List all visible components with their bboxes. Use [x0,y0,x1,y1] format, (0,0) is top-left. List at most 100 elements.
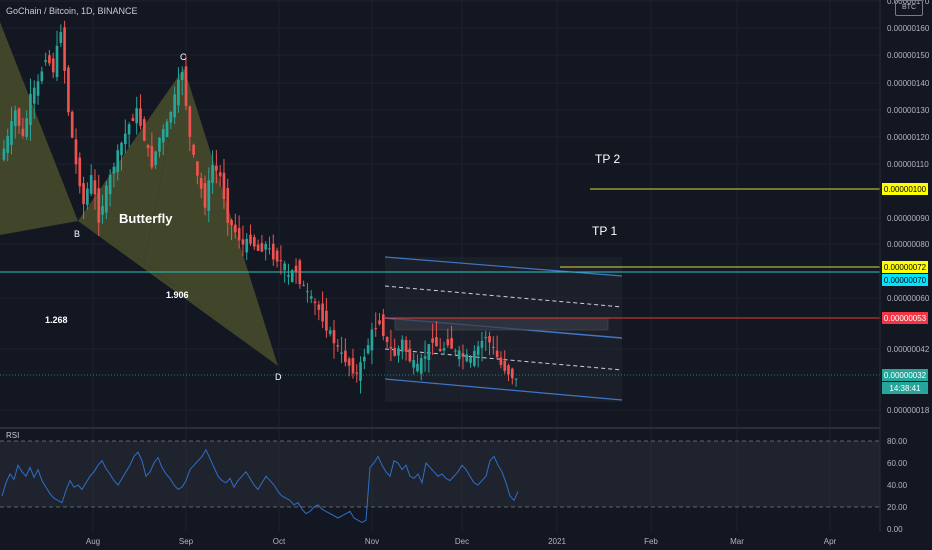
fib-1268-label: 1.268 [45,315,68,325]
candle-body [457,350,461,360]
tp2-label: TP 2 [595,152,620,166]
candle-body [59,32,63,44]
candle-body [2,148,6,160]
candle-body [89,175,93,194]
candle-body [465,354,469,362]
price-tick-label: 0.00000140 [887,79,930,88]
candle-body [29,93,32,126]
time-axis[interactable]: Aug Sep Oct Nov Dec 2021 Feb Mar Apr [86,537,837,546]
candle-body [256,244,260,251]
candle-body [476,346,480,356]
candle-body [135,108,139,124]
candle-body [427,344,431,360]
candle-body [366,345,370,354]
candle-body [146,144,150,149]
candle-body [249,234,252,244]
candle-body [306,291,309,293]
resistance-zone [394,317,609,331]
time-tick-label: Mar [730,537,744,546]
candle-body [13,110,17,126]
candle-body [469,357,472,363]
candle-body [116,150,120,173]
pattern-wing-lower [78,221,278,366]
candle-body [359,362,362,381]
candle-body [393,348,397,356]
countdown-text: 14:38:41 [889,384,921,393]
candle-body [321,303,324,322]
candle-body [450,338,453,349]
candle-body [74,139,78,165]
candle-body [165,121,169,138]
candle-body [32,87,36,104]
candle-body [492,346,495,348]
candle-body [290,270,294,282]
candle-body [139,108,142,126]
butterfly-pattern [0,22,278,366]
candle-body [431,338,434,343]
channel-lower [384,378,623,401]
price-label-text: 0.00000032 [884,371,927,380]
candle-body [412,360,415,368]
candle-body [93,180,97,195]
candle-body [503,360,507,371]
candle-body [112,166,116,174]
point-c-label: C [180,52,187,62]
butterfly-label: Butterfly [119,211,173,226]
candle-body [484,336,488,339]
price-axis[interactable]: 0.00000170 0.00000160 0.00000150 0.00000140… [879,0,930,532]
pattern-annotations: Butterfly B C D 1.906 1.268 TP 2 TP 1 [45,52,620,382]
price-label-text: 0.00000053 [884,314,927,323]
candle-body [461,353,465,356]
candle-body [252,237,256,247]
candle-body [226,187,230,223]
pattern-wing-right [144,68,278,366]
candle-body [275,250,279,262]
candle-body [158,137,161,152]
time-tick-label: Feb [644,537,658,546]
candle-body [302,285,305,287]
channel-mid-upper [384,285,623,308]
candle-body [177,79,180,106]
time-tick-label: Dec [455,537,469,546]
candle-body [488,336,491,343]
candle-body [245,238,249,253]
candle-body [328,330,332,334]
candle-body [416,363,419,372]
candle-body [127,124,131,135]
candle-body [473,350,476,366]
pattern-wing-left [0,22,78,235]
candle-body [230,219,233,226]
channel-upper-outer [384,256,623,277]
fib-1906-label: 1.906 [166,290,189,300]
price-tick-label: 0.00000110 [887,160,929,169]
candle-body [408,348,412,362]
candle-body [514,378,518,380]
candle-body [203,183,207,208]
candle-body [499,357,503,365]
price-tick-label: 0.00000130 [887,106,930,115]
candle-body [51,58,55,73]
price-label-box [882,312,928,324]
rsi-pane[interactable]: RSI [0,431,880,523]
candle-body [131,118,135,121]
time-tick-label: Aug [86,537,100,546]
candle-body [108,174,112,195]
candle-body [309,296,313,299]
price-label-box [882,274,928,286]
candle-body [21,128,25,136]
candle-body [196,161,199,176]
currency-badge[interactable]: BTC [895,0,923,16]
descending-channel [384,256,623,402]
time-tick-label: 2021 [548,537,566,546]
candle-body [381,314,385,336]
candlesticks [2,20,518,394]
candle-body [344,350,347,363]
candle-body [82,183,85,204]
candle-body [340,352,343,354]
candle-body [385,337,389,342]
candle-body [378,320,381,325]
candle-body [495,350,499,358]
candle-body [120,142,123,156]
rsi-line [1,448,519,523]
